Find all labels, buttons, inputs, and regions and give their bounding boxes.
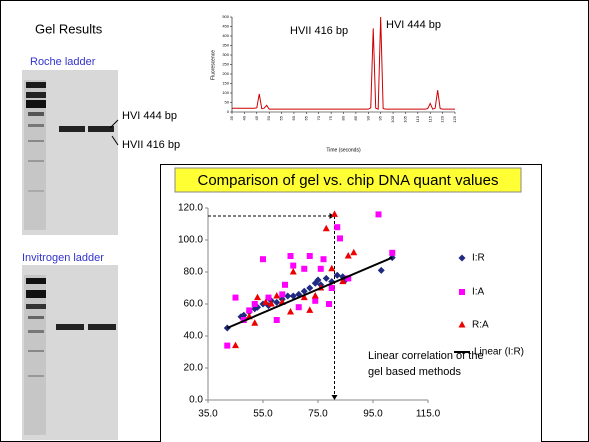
y-tick-label: 150 [222,81,229,86]
point [246,307,252,313]
gel-annotation: HVII 416 bp [122,139,180,151]
x-tick-label: 40 [241,115,246,120]
point [224,343,230,349]
y-tick-label: 80.0 [184,267,204,278]
annotation: Linear correlation of the [368,350,484,362]
y-tick-label: 400 [222,33,229,38]
peak-label: HVII 416 bp [290,25,348,37]
x-tick-label: 115 [427,115,432,122]
x-tick-label: 55 [279,115,284,120]
y-tick-label: 200 [222,71,229,76]
x-tick-label: 55.0 [253,409,273,420]
legend-label: I:A [472,287,485,298]
point [279,291,285,297]
slide-title: Gel Results [35,21,103,36]
y-tick-label: 100.0 [178,235,203,246]
point [260,256,266,262]
legend-label: R:A [472,320,489,331]
x-tick-label: 75.0 [308,409,328,420]
x-tick-label: 35.0 [198,409,218,420]
y-tick-label: 100 [222,90,229,95]
gel-label: Invitrogen ladder [22,252,104,264]
chart-title: Comparison of gel vs. chip DNA quant val… [198,172,499,189]
x-tick-label: 120 [440,115,445,122]
x-tick-label: 105 [403,115,408,122]
x-tick-label: 95 [378,115,383,120]
y-tick-label: 60.0 [184,299,204,310]
x-tick-label: 95.0 [363,409,383,420]
x-tick-label: 115.0 [416,409,441,420]
point [318,266,324,272]
gel-image [22,265,118,440]
page: {"slide": {"title": "Gel Results", "roch… [0,0,589,442]
x-tick-label: 100 [390,115,395,122]
point [376,211,382,217]
x-tick-label: 70 [316,115,321,120]
point [337,235,343,241]
point [389,250,395,256]
y-tick-label: 40.0 [184,331,204,342]
peak-label: HVI 444 bp [386,19,441,31]
y-tick-label: 450 [222,24,229,29]
y-tick-label: 0.0 [189,395,203,406]
y-tick-label: 500 [222,14,229,19]
x-tick-label: 35 [229,115,234,120]
x-tick-label: 45 [254,115,259,120]
point [312,298,318,304]
gel-label: Roche ladder [30,56,96,68]
y-tick-label: 300 [222,52,229,57]
gel-annotation: HVI 444 bp [122,110,177,122]
x-tick-label: 65 [303,115,308,120]
point [288,253,294,259]
x-tick-label: 110 [415,115,420,122]
point [321,256,327,262]
x-tick-label: 125 [452,115,457,122]
point [301,266,307,272]
x-axis-label: Time (seconds) [326,147,361,153]
x-tick-label: 60 [291,115,296,120]
x-tick-label: 90 [365,115,370,120]
point [326,301,332,307]
point [307,253,313,259]
legend-label: I:R [472,253,485,264]
y-tick-label: 50 [225,100,230,105]
legend-marker [459,289,465,295]
point [329,285,335,291]
y-tick-label: 350 [222,43,229,48]
y-tick-label: 20.0 [184,363,204,374]
slide: Gel Results Roche ladder Invitrogen ladd… [0,0,589,442]
point [290,263,296,269]
point [233,295,239,301]
point [252,301,258,307]
y-tick-label: 250 [222,62,229,67]
x-tick-label: 50 [266,115,271,120]
point [282,282,288,288]
point [274,317,280,323]
x-tick-label: 80 [341,115,346,120]
point [296,304,302,310]
annotation: gel based methods [368,366,461,378]
gel-image [22,70,118,235]
x-tick-label: 75 [328,115,333,120]
x-tick-label: 85 [353,115,358,120]
y-axis-label: Fluorescence [210,50,216,80]
y-tick-label: 120.0 [178,203,203,214]
point [334,224,340,230]
